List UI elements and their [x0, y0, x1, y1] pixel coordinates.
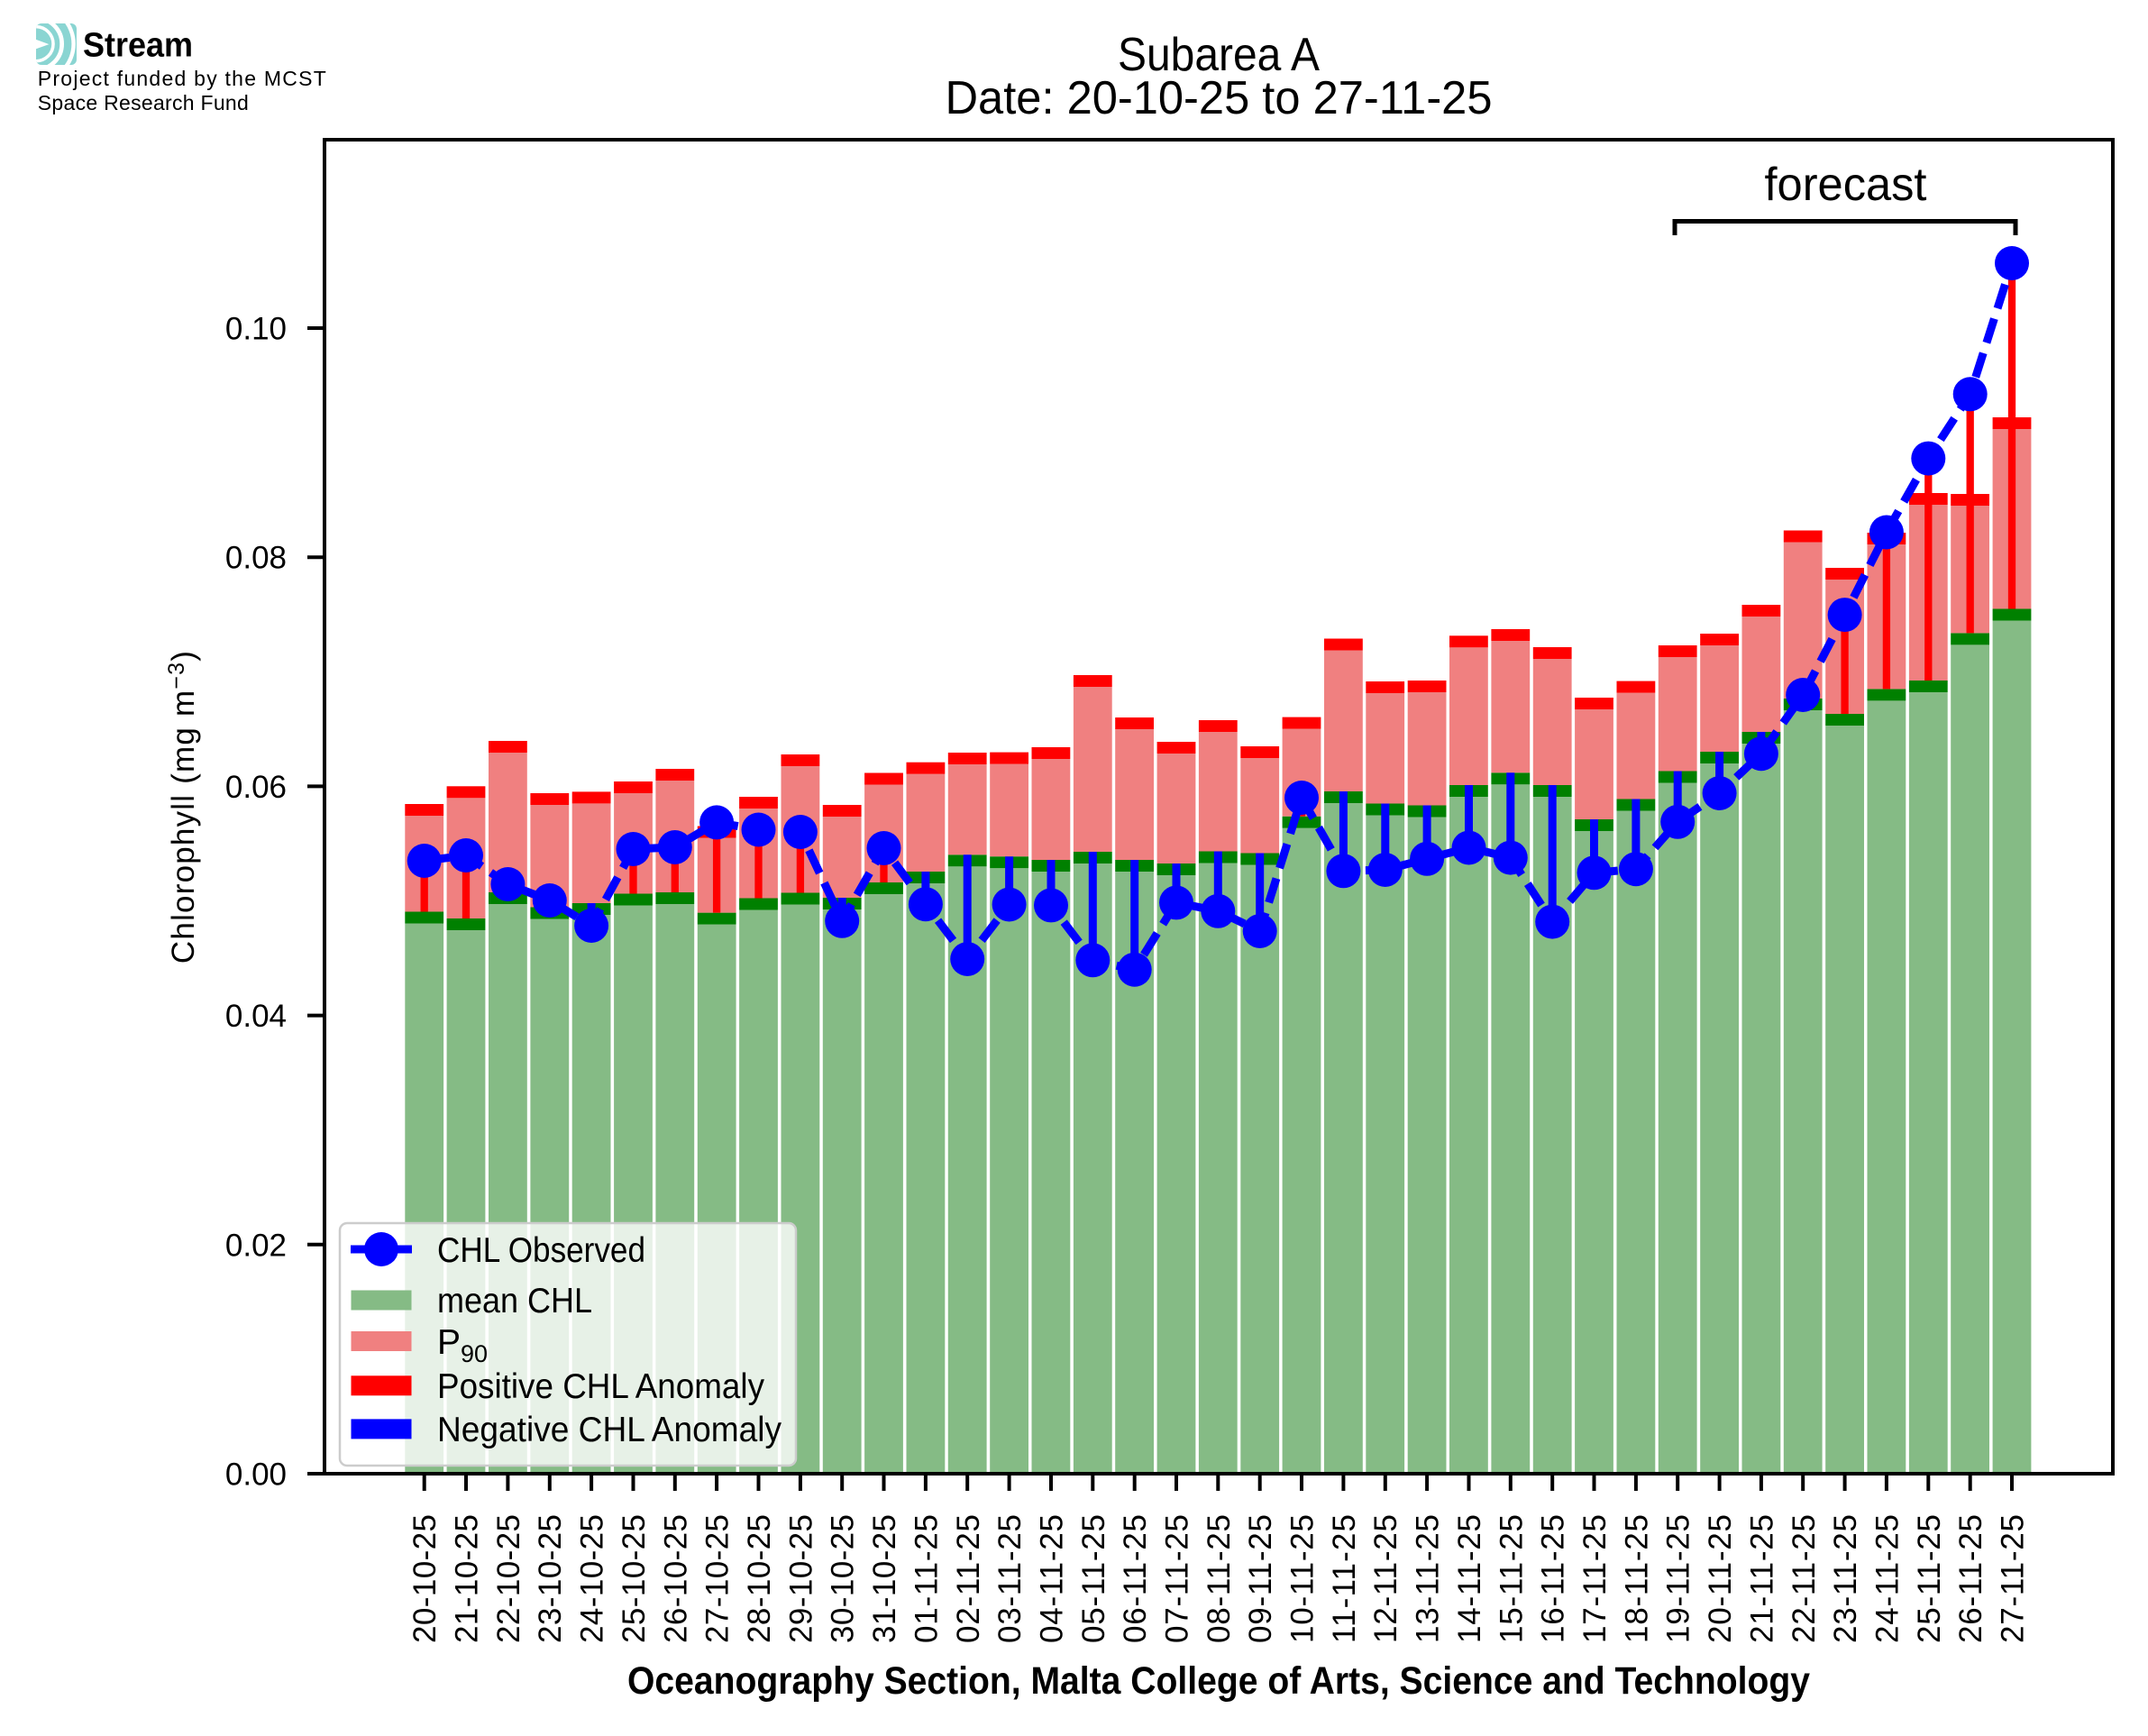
- svg-text:08-11-25: 08-11-25: [1202, 1514, 1237, 1643]
- svg-text:23-10-25: 23-10-25: [533, 1514, 568, 1643]
- svg-text:05-11-25: 05-11-25: [1076, 1514, 1111, 1643]
- svg-text:0.04: 0.04: [225, 999, 287, 1034]
- svg-text:02-11-25: 02-11-25: [951, 1514, 986, 1643]
- svg-text:23-11-25: 23-11-25: [1828, 1514, 1863, 1643]
- svg-text:Subarea A: Subarea A: [1118, 29, 1320, 81]
- svg-text:20-10-25: 20-10-25: [407, 1514, 443, 1643]
- svg-text:04-11-25: 04-11-25: [1035, 1514, 1070, 1643]
- svg-text:0.06: 0.06: [225, 770, 287, 805]
- svg-text:27-10-25: 27-10-25: [700, 1514, 736, 1643]
- svg-text:22-10-25: 22-10-25: [491, 1514, 526, 1643]
- svg-text:Stream: Stream: [83, 27, 193, 65]
- svg-text:27-11-25: 27-11-25: [1996, 1514, 2031, 1643]
- svg-text:Chlorophyll (mg m−3): Chlorophyll (mg m−3): [164, 650, 201, 964]
- svg-text:28-10-25: 28-10-25: [742, 1514, 777, 1643]
- svg-text:22-11-25: 22-11-25: [1787, 1514, 1822, 1643]
- svg-text:24-10-25: 24-10-25: [575, 1514, 610, 1643]
- svg-text:26-11-25: 26-11-25: [1953, 1514, 1988, 1643]
- svg-text:10-11-25: 10-11-25: [1285, 1514, 1321, 1643]
- svg-text:01-11-25: 01-11-25: [909, 1514, 944, 1643]
- svg-text:26-10-25: 26-10-25: [658, 1514, 693, 1643]
- svg-text:17-11-25: 17-11-25: [1577, 1514, 1613, 1643]
- svg-text:16-11-25: 16-11-25: [1536, 1514, 1571, 1643]
- svg-text:15-11-25: 15-11-25: [1494, 1514, 1529, 1643]
- svg-text:12-11-25: 12-11-25: [1368, 1514, 1403, 1643]
- svg-text:19-11-25: 19-11-25: [1661, 1514, 1696, 1643]
- svg-text:24-11-25: 24-11-25: [1869, 1514, 1905, 1643]
- svg-text:14-11-25: 14-11-25: [1452, 1514, 1487, 1643]
- svg-text:Date: 20-10-25 to 27-11-25: Date: 20-10-25 to 27-11-25: [946, 72, 1493, 124]
- svg-text:30-10-25: 30-10-25: [826, 1514, 861, 1643]
- svg-text:11-11-25: 11-11-25: [1327, 1514, 1362, 1643]
- svg-text:0.08: 0.08: [225, 541, 287, 576]
- svg-text:Oceanography Section, Malta Co: Oceanography Section, Malta College of A…: [627, 1659, 1810, 1703]
- svg-text:20-11-25: 20-11-25: [1703, 1514, 1738, 1643]
- svg-text:29-10-25: 29-10-25: [783, 1514, 818, 1643]
- svg-text:CHL Observed: CHL Observed: [437, 1231, 645, 1270]
- svg-text:31-10-25: 31-10-25: [867, 1514, 902, 1643]
- svg-text:forecast: forecast: [1765, 159, 1928, 211]
- svg-text:09-11-25: 09-11-25: [1243, 1514, 1278, 1643]
- svg-text:Project funded by the MCST: Project funded by the MCST: [38, 67, 326, 90]
- svg-text:Negative CHL Anomaly: Negative CHL Anomaly: [437, 1411, 782, 1449]
- svg-text:25-11-25: 25-11-25: [1912, 1514, 1947, 1643]
- svg-text:13-11-25: 13-11-25: [1411, 1514, 1446, 1643]
- svg-text:21-11-25: 21-11-25: [1744, 1514, 1779, 1643]
- svg-text:06-11-25: 06-11-25: [1118, 1514, 1153, 1643]
- svg-text:07-11-25: 07-11-25: [1160, 1514, 1195, 1643]
- svg-text:25-10-25: 25-10-25: [617, 1514, 652, 1643]
- svg-text:0.10: 0.10: [225, 312, 287, 347]
- svg-text:mean CHL: mean CHL: [437, 1282, 592, 1320]
- svg-text:Positive CHL Anomaly: Positive CHL Anomaly: [437, 1367, 764, 1406]
- svg-text:0.02: 0.02: [225, 1228, 287, 1263]
- svg-text:Space Research Fund: Space Research Fund: [38, 91, 249, 114]
- svg-text:0.00: 0.00: [225, 1457, 287, 1493]
- svg-text:21-10-25: 21-10-25: [450, 1514, 485, 1643]
- svg-text:18-11-25: 18-11-25: [1619, 1514, 1654, 1643]
- svg-text:03-11-25: 03-11-25: [992, 1514, 1028, 1643]
